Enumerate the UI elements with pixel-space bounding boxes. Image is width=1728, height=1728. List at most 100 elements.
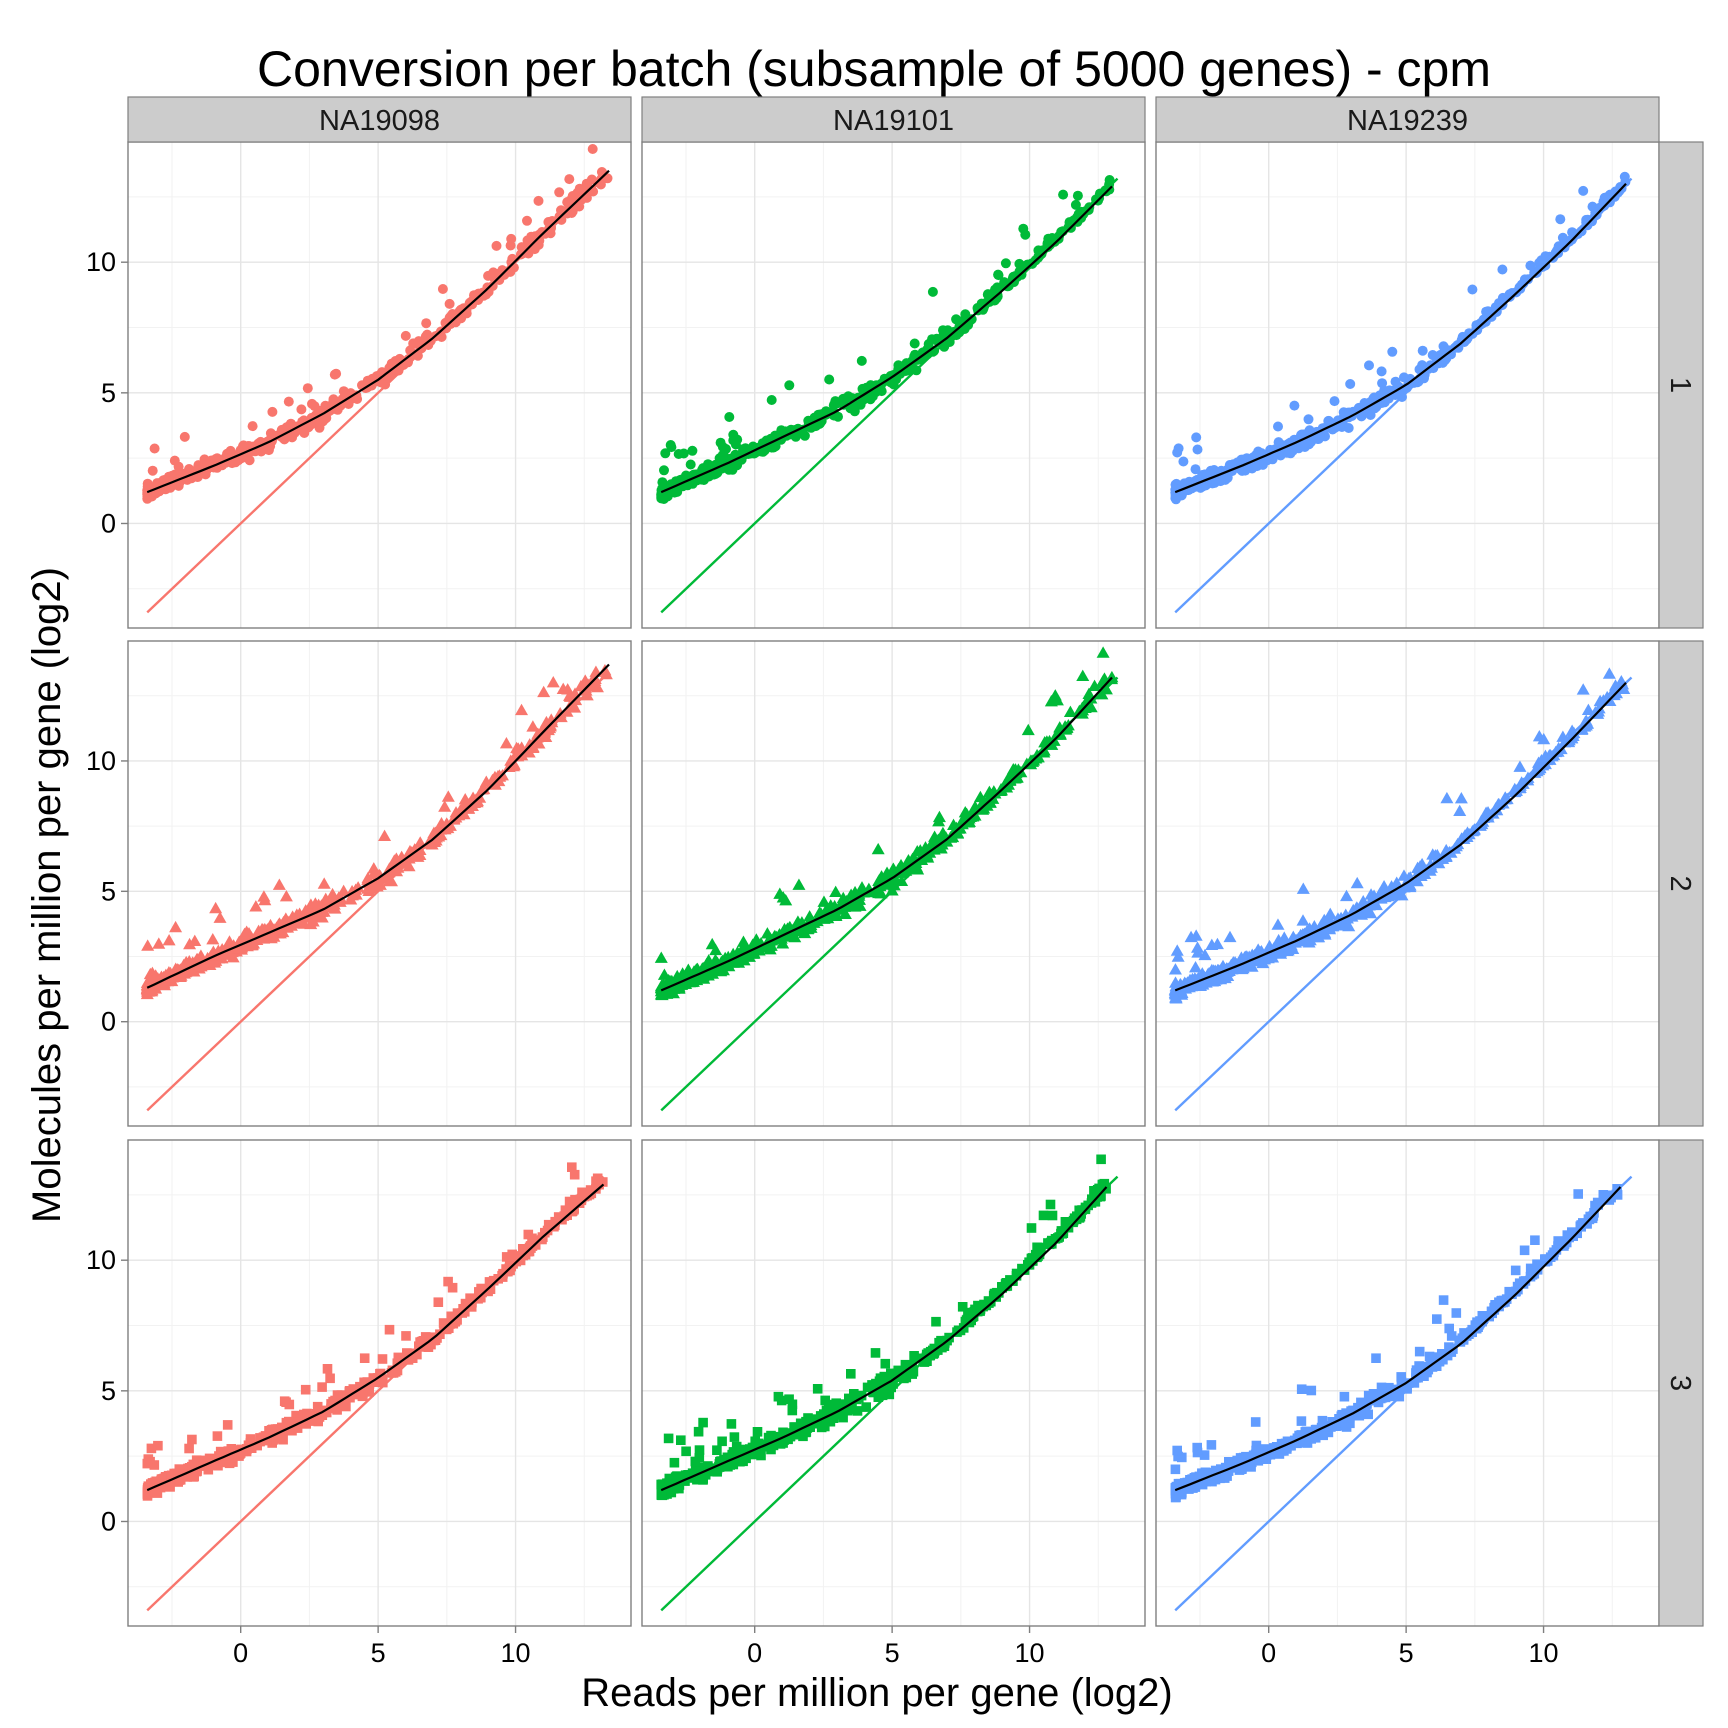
data-point xyxy=(401,1331,411,1341)
data-point xyxy=(698,1417,708,1428)
data-point xyxy=(846,1369,856,1379)
data-point xyxy=(828,400,839,411)
data-point xyxy=(1173,443,1184,454)
data-point xyxy=(433,1297,444,1307)
data-point xyxy=(1610,186,1621,197)
identity-line xyxy=(1174,177,1633,614)
facet-panel-3-NA19098 xyxy=(127,1139,632,1627)
data-point xyxy=(993,270,1004,281)
data-point xyxy=(1058,189,1069,200)
data-point xyxy=(358,1390,368,1401)
x-axis-NA19098: 0 5 10 xyxy=(233,1626,531,1668)
x-tick-label: 10 xyxy=(501,1638,531,1668)
data-point xyxy=(669,1457,680,1468)
data-point xyxy=(249,900,263,912)
data-point xyxy=(332,1390,343,1400)
facet-panel-3-NA19239 xyxy=(1155,1139,1660,1627)
strip-NA19098: NA19098 xyxy=(127,96,632,143)
data-point xyxy=(362,375,373,386)
data-point xyxy=(149,443,160,454)
data-point xyxy=(849,406,860,417)
data-point xyxy=(690,1456,701,1467)
data-point xyxy=(766,395,777,405)
data-point xyxy=(678,448,689,459)
x-tick-label: 5 xyxy=(1399,1638,1414,1668)
data-point xyxy=(1519,1245,1530,1256)
y-tick-label: 0 xyxy=(101,1007,116,1037)
data-point xyxy=(267,406,278,417)
data-point xyxy=(299,428,310,438)
data-point xyxy=(283,421,294,432)
data-point xyxy=(957,1302,968,1312)
data-point xyxy=(1020,229,1031,240)
data-point xyxy=(909,338,920,349)
data-point xyxy=(1296,1416,1307,1426)
strip-label: NA19098 xyxy=(319,105,440,137)
data-point xyxy=(367,862,381,874)
data-point xyxy=(325,1373,335,1384)
data-point xyxy=(1249,461,1260,472)
x-tick-label: 10 xyxy=(1015,1638,1045,1668)
data-point xyxy=(533,195,544,206)
data-point xyxy=(1000,258,1011,269)
data-point xyxy=(410,349,421,360)
data-point xyxy=(824,374,835,385)
data-point xyxy=(522,215,532,226)
data-point xyxy=(1371,1353,1381,1363)
data-point xyxy=(242,441,253,452)
data-point xyxy=(1072,190,1083,201)
strip-row-3: 3 xyxy=(1658,1139,1704,1627)
loess-fit-line xyxy=(146,169,610,494)
data-point xyxy=(1417,345,1428,356)
data-point xyxy=(372,372,383,383)
data-point xyxy=(317,1382,327,1392)
data-point xyxy=(923,339,934,349)
data-point xyxy=(507,1249,517,1260)
data-point xyxy=(717,450,728,461)
data-point xyxy=(861,1402,871,1412)
data-point xyxy=(1273,421,1283,432)
data-point xyxy=(384,1324,395,1335)
data-point xyxy=(296,404,307,415)
data-point xyxy=(1339,1391,1350,1402)
data-point xyxy=(657,477,668,488)
data-point xyxy=(523,1229,534,1240)
data-point xyxy=(1530,1235,1540,1245)
data-point xyxy=(728,429,739,440)
data-point xyxy=(329,369,340,380)
data-point xyxy=(400,330,411,341)
data-point xyxy=(142,1458,153,1469)
y-tick-label: 0 xyxy=(101,508,116,538)
facet-panel-1-NA19101 xyxy=(641,141,1146,629)
data-point xyxy=(730,439,741,450)
x-tick-label: 5 xyxy=(885,1638,900,1668)
data-point xyxy=(395,355,406,366)
data-point xyxy=(773,1391,784,1402)
data-point xyxy=(724,412,735,422)
data-point xyxy=(931,1316,941,1327)
data-point xyxy=(388,360,399,371)
data-point xyxy=(153,1440,163,1451)
data-point xyxy=(844,392,855,403)
data-point xyxy=(784,1394,794,1404)
facet-panel-2-NA19239 xyxy=(1155,640,1660,1127)
strip-label: 2 xyxy=(1664,875,1696,891)
data-point xyxy=(587,144,598,154)
facet-panel-1-NA19239 xyxy=(1155,141,1660,629)
data-point xyxy=(1573,1189,1583,1199)
data-point xyxy=(1387,346,1398,357)
data-point xyxy=(1299,442,1310,452)
data-point xyxy=(421,318,432,329)
x-tick-label: 0 xyxy=(233,1638,248,1668)
data-point xyxy=(1341,1422,1352,1432)
strip-NA19239: NA19239 xyxy=(1155,96,1660,143)
x-axis-NA19101: 0 5 10 xyxy=(747,1626,1045,1668)
facet-panel-3-NA19101 xyxy=(641,1139,1146,1627)
loess-fit-line xyxy=(660,185,1113,494)
data-point xyxy=(359,1353,370,1363)
y-tick-label: 5 xyxy=(101,876,116,906)
data-point xyxy=(812,1384,823,1394)
data-point xyxy=(717,442,728,452)
data-point xyxy=(438,800,452,812)
